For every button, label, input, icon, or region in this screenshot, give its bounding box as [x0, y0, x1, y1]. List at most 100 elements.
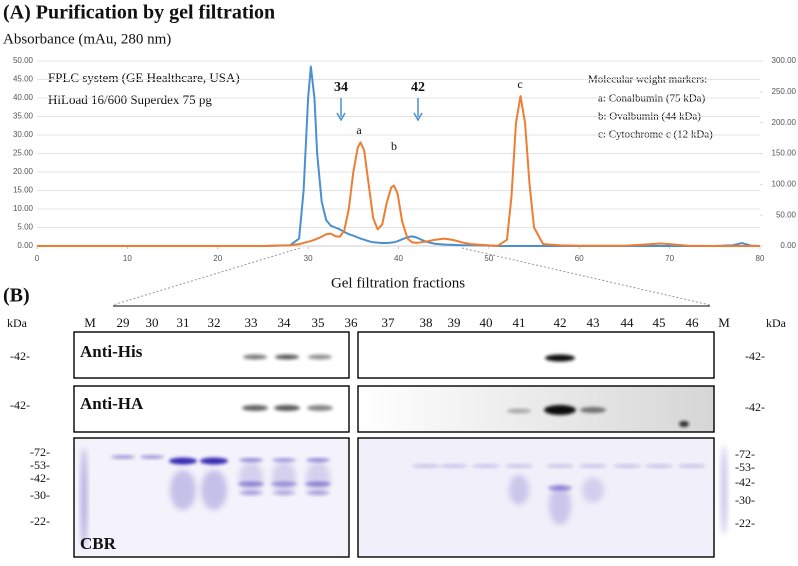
info-text: HiLoad 16/600 Superdex 75 pg — [48, 92, 212, 107]
band — [545, 354, 575, 362]
marker-label: -42- — [745, 349, 765, 363]
y-tick-label: 10.00 — [13, 204, 34, 213]
x-tick-label: 10 — [123, 254, 132, 263]
lane-label: 38 — [420, 315, 433, 330]
series-line — [37, 95, 760, 247]
ladder-label: -30- — [735, 493, 755, 507]
x-tick-label: 70 — [665, 254, 674, 263]
band — [243, 354, 267, 360]
y-tick-label: 15.00 — [13, 186, 34, 195]
x-tick-label: 80 — [756, 254, 765, 263]
lane-label: M — [718, 315, 730, 330]
ladder-label: -42- — [30, 471, 50, 485]
band — [308, 354, 332, 360]
band — [275, 354, 299, 360]
y2-tick-label: 50.00 — [776, 210, 797, 219]
y-tick-label: 30.00 — [13, 130, 34, 139]
arrow-head — [413, 112, 423, 122]
y-axis-label: Absorbance (mAu, 280 nm) — [3, 31, 171, 47]
ladder-label: -53- — [30, 458, 50, 472]
peak-label: a — [356, 123, 362, 137]
marker-label: -42- — [10, 398, 30, 412]
arrow-head — [336, 112, 346, 122]
y-tick-label: 50.00 — [13, 56, 34, 65]
band — [306, 458, 330, 462]
lane-label: 30 — [146, 315, 159, 330]
band — [580, 407, 606, 413]
ladder-label: -53- — [735, 460, 755, 474]
ladder-label: -22- — [735, 516, 755, 530]
band — [169, 457, 197, 465]
band — [721, 445, 727, 535]
legend-item: a: Conalbumin (75 kDa) — [598, 93, 706, 105]
zoom-line — [461, 247, 711, 306]
info-text: FPLC system (GE Healthcare, USA) — [48, 70, 240, 85]
band — [306, 461, 330, 495]
x-tick-label: 60 — [575, 254, 584, 263]
band — [505, 464, 533, 468]
band — [272, 461, 296, 495]
ladder-label: -72- — [30, 445, 50, 459]
band — [507, 408, 531, 414]
x-tick-label: 50 — [484, 254, 493, 263]
fraction-mark: 34 — [334, 80, 348, 95]
lane-label: 41 — [513, 315, 526, 330]
band — [201, 470, 227, 510]
lane-label: 32 — [208, 315, 221, 330]
lane-label: 40 — [480, 315, 493, 330]
ladder-label: -72- — [735, 447, 755, 461]
lane-label: 31 — [177, 315, 190, 330]
lane-label: 35 — [312, 315, 325, 330]
band — [272, 458, 296, 462]
blot-label: Anti-HA — [80, 394, 144, 413]
x-tick-label: 30 — [304, 254, 313, 263]
bands — [81, 354, 727, 548]
marker-label: -42- — [745, 400, 765, 414]
band — [274, 405, 300, 411]
blot-background — [358, 386, 714, 432]
x-axis-label: Gel filtration fractions — [331, 275, 465, 291]
band — [239, 461, 263, 495]
band — [81, 448, 87, 548]
band — [509, 475, 529, 505]
lane-label: 44 — [621, 315, 635, 330]
band — [170, 470, 196, 510]
lane-label: 45 — [653, 315, 666, 330]
y-tick-label: 25.00 — [13, 149, 34, 158]
lane-label: 39 — [448, 315, 461, 330]
x-tick-label: 0 — [35, 254, 40, 263]
lane-label: 36 — [345, 315, 359, 330]
blot-frame — [73, 385, 350, 433]
y2-tick-label: 200.00 — [772, 118, 797, 127]
unit-label: kDa — [766, 316, 787, 330]
lane-label: 37 — [382, 315, 396, 330]
y2-tick-label: 100.00 — [772, 179, 797, 188]
y2-tick-label: 250.00 — [772, 87, 797, 96]
gel-background — [358, 438, 714, 557]
x-tick-label: 40 — [394, 254, 403, 263]
ladder-label: -30- — [30, 488, 50, 502]
blot-frame — [73, 437, 350, 558]
y-tick-label: 20.00 — [13, 167, 34, 176]
band — [111, 455, 135, 459]
band — [679, 421, 689, 427]
lane-label: 42 — [554, 315, 567, 330]
fraction-mark: 42 — [411, 80, 425, 95]
unit-label: kDa — [7, 316, 28, 330]
marker-label: -42- — [10, 349, 30, 363]
y-tick-label: 35.00 — [13, 112, 34, 121]
y2-tick-label: 150.00 — [772, 149, 797, 158]
ladder-label: -22- — [30, 514, 50, 528]
band — [579, 464, 607, 468]
panel-label: (B) — [3, 285, 30, 307]
band — [645, 464, 673, 468]
blot-label: Anti-His — [80, 342, 143, 361]
band — [544, 405, 576, 415]
blot-frame — [73, 331, 350, 379]
band — [242, 405, 268, 411]
x-tick-label: 20 — [213, 254, 222, 263]
lane-label: 46 — [686, 315, 700, 330]
y-tick-label: 45.00 — [13, 75, 34, 84]
blot-frame — [357, 437, 715, 558]
band — [440, 464, 468, 468]
